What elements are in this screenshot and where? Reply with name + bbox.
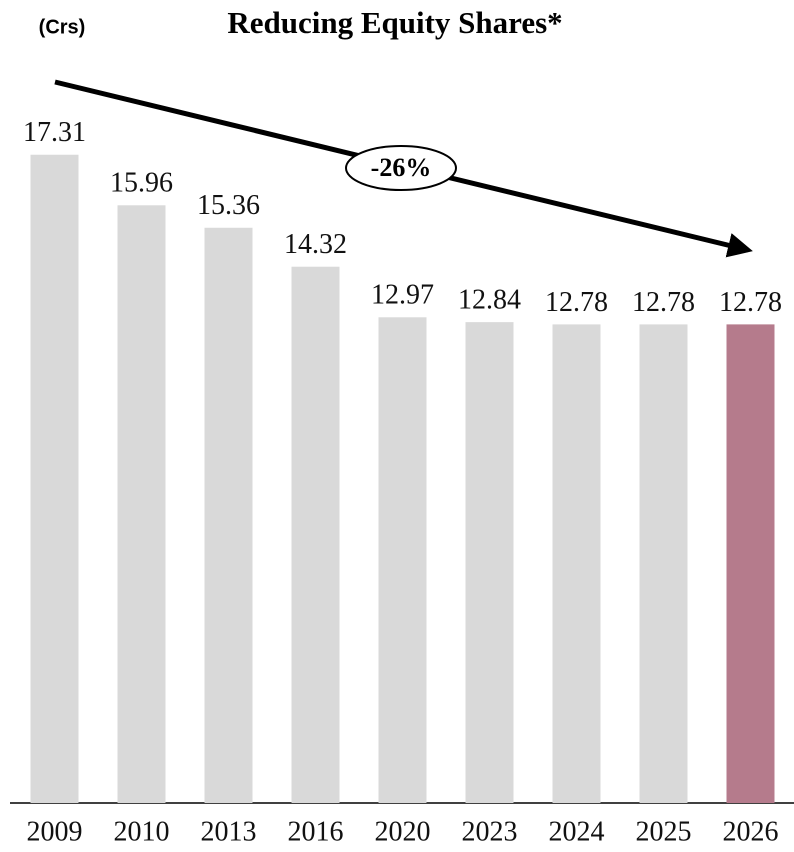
chart-title: Reducing Equity Shares* [227, 5, 562, 40]
value-label: 12.78 [632, 287, 695, 318]
x-tick-label: 2010 [114, 816, 170, 847]
bar [726, 324, 775, 803]
x-tick-label: 2016 [288, 816, 344, 847]
bar [552, 324, 601, 803]
bar [378, 317, 427, 803]
value-label: 12.78 [545, 287, 608, 318]
x-tick-label: 2025 [636, 816, 692, 847]
value-label: 12.97 [371, 280, 434, 311]
value-label: 15.96 [110, 168, 173, 199]
bar [639, 324, 688, 803]
value-label: 14.32 [284, 229, 347, 260]
x-tick-label: 2020 [375, 816, 431, 847]
annotation-oval [345, 145, 457, 191]
value-label: 15.36 [197, 190, 260, 221]
bar [204, 227, 253, 803]
x-tick-label: 2013 [201, 816, 257, 847]
value-label: 12.84 [458, 285, 521, 316]
x-tick-label: 2026 [723, 816, 779, 847]
annotation: -26% [371, 153, 432, 182]
bar [465, 322, 514, 803]
bar [291, 266, 340, 803]
x-tick-label: 2024 [549, 816, 605, 847]
value-label: 12.78 [719, 287, 782, 318]
unit-label: (Crs) [39, 16, 86, 38]
bar [30, 154, 79, 804]
value-label: 17.31 [23, 117, 86, 148]
x-tick-label: 2023 [462, 816, 518, 847]
bar [117, 205, 166, 804]
x-tick-label: 2009 [27, 816, 83, 847]
